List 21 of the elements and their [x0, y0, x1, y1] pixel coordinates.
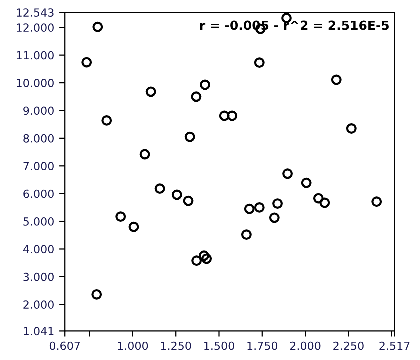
y-tick-label: 6.000 — [24, 190, 54, 198]
x-tick-label: 2.000 — [290, 342, 321, 350]
y-tick-label: 5.000 — [24, 218, 54, 226]
y-tick-label: 8.000 — [24, 134, 54, 143]
x-tick-label: 0.607 — [50, 342, 80, 350]
y-tick-label: 12.543 — [17, 8, 54, 17]
y-tick-label: 10.000 — [17, 79, 54, 88]
x-tick-label: 2.517 — [380, 342, 410, 350]
y-tick-label: 2.000 — [24, 300, 54, 310]
x-tick-label: 1.500 — [204, 342, 234, 350]
x-tick-label: 2.250 — [334, 342, 364, 350]
y-tick-label: 4.000 — [23, 245, 54, 254]
x-tick-label: 1.750 — [248, 342, 278, 350]
y-tick-label: 3.000 — [24, 272, 54, 282]
y-tick-label: 12.000 — [17, 24, 54, 32]
x-tick-label: 1.250 — [161, 342, 192, 350]
x-tick-label: 1.000 — [118, 342, 148, 350]
y-tick-label: 9.000 — [24, 106, 54, 116]
y-tick-label: 7.000 — [24, 162, 54, 171]
y-tick-label: 11.000 — [17, 51, 54, 60]
y-tick-label: 1.041 — [24, 327, 54, 336]
